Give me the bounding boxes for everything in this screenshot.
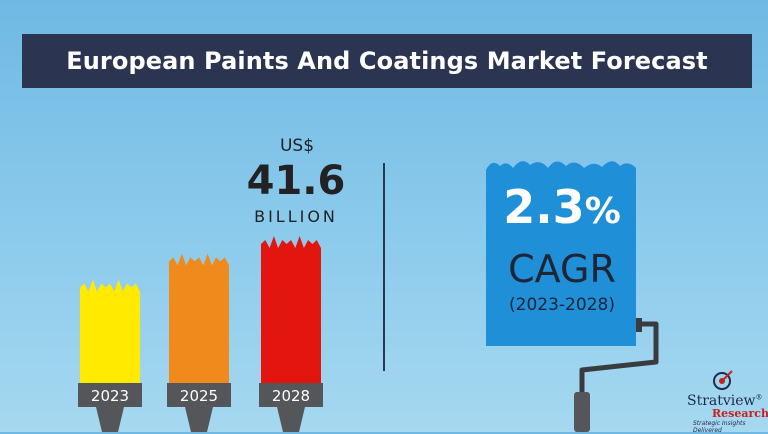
currency-label: US$ — [279, 136, 315, 156]
page-title: European Paints And Coatings Market Fore… — [22, 34, 752, 88]
brush-handle-2028 — [277, 407, 305, 432]
cagr-value: 2.3% — [487, 180, 637, 234]
bar-2023 — [80, 279, 140, 383]
year-label-2028: 2028 — [272, 387, 310, 405]
cagr-label: CAGR — [508, 247, 616, 291]
bar-2025 — [169, 253, 229, 383]
divider — [383, 163, 385, 371]
brush-ferrule-2023 — [78, 383, 142, 407]
bar-2028 — [261, 236, 321, 383]
logo-research: Research — [712, 407, 768, 420]
year-label-2025: 2025 — [180, 387, 218, 405]
cagr-number: 2.3 — [503, 180, 585, 234]
brush-ferrule-2028 — [259, 383, 323, 407]
logo-tagline: Strategic Insights Delivered — [693, 420, 746, 434]
market-value: 41.6 — [246, 158, 346, 204]
value-unit: BILLION — [254, 207, 338, 226]
brush-ferrule-2025 — [167, 383, 231, 407]
brush-handle-2025 — [185, 407, 213, 432]
percent-sign: % — [584, 191, 621, 232]
brush-handle-2023 — [96, 407, 124, 432]
year-label-2023: 2023 — [91, 387, 129, 405]
cagr-period: (2023-2028) — [509, 295, 615, 315]
logo-name: Stratview® — [687, 393, 763, 409]
stratview-logo-icon — [713, 370, 733, 390]
